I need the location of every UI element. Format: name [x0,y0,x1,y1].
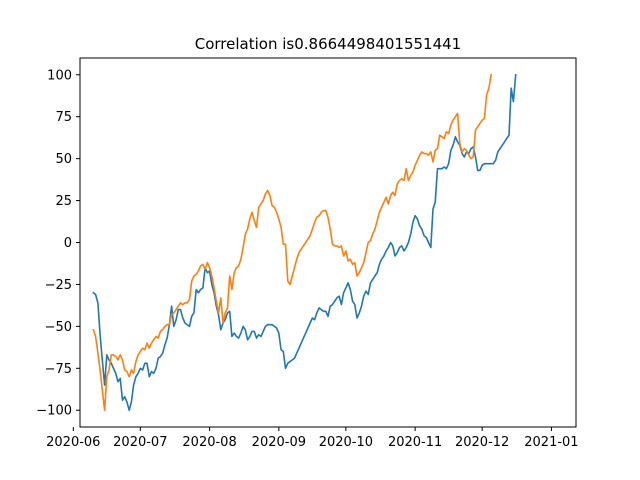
series-line-1 [92,73,517,412]
x-tick-label: 2020-12 [455,435,509,450]
x-tick-label: 2020-06 [46,435,100,450]
y-axis: 100 75 50 25 0 −25 −50 −75 −100 [36,68,80,419]
x-tick-label: 2020-10 [319,435,373,450]
plot-lines [92,73,517,412]
chart-title: Correlation is0.8664498401551441 [195,35,461,53]
x-tick-label: 2021-01 [524,435,578,450]
x-axis: 2020-06 2020-07 2020-08 2020-09 2020-10 2020-… [46,427,579,450]
y-tick-label: 100 [47,68,72,83]
y-tick-label: −100 [36,404,72,419]
y-tick-label: 75 [55,110,72,125]
x-tick-label: 2020-07 [113,435,167,450]
x-tick-label: 2020-09 [252,435,306,450]
y-tick-label: −75 [45,362,72,377]
series-line-2 [92,73,493,412]
y-tick-label: 50 [55,152,72,167]
x-tick-label: 2020-08 [182,435,236,450]
x-tick-label: 2020-11 [388,435,442,450]
y-tick-label: −50 [45,320,72,335]
y-tick-label: 0 [64,236,72,251]
y-tick-label: 25 [55,194,72,209]
y-tick-label: −25 [45,278,72,293]
